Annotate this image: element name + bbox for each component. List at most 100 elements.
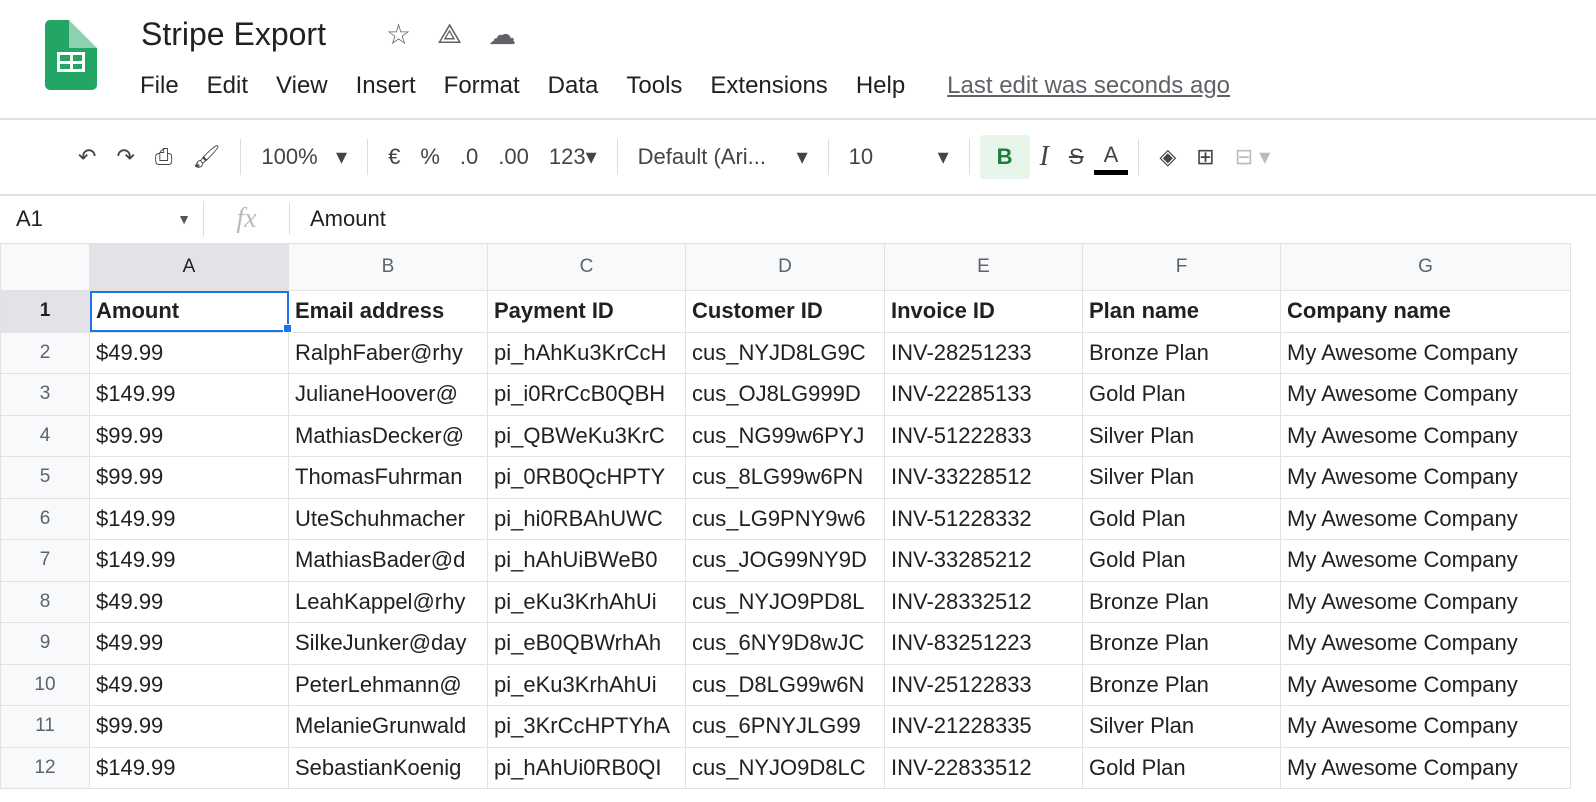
cell-d4[interactable]: cus_NG99w6PYJ: [685, 414, 885, 457]
cell-g11[interactable]: My Awesome Company: [1280, 705, 1571, 748]
sheets-logo[interactable]: [45, 20, 97, 90]
print-icon[interactable]: ⎙: [154, 144, 173, 169]
cell-c12[interactable]: pi_hAhUi0RB0QI: [487, 746, 686, 789]
menu-extensions[interactable]: Extensions: [710, 72, 828, 99]
column-header-b[interactable]: B: [288, 243, 488, 291]
cell-e3[interactable]: INV-22285133: [884, 373, 1083, 416]
cloud-saved-icon[interactable]: ☁: [488, 19, 517, 50]
name-box[interactable]: A1 ▼: [0, 201, 204, 237]
cell-g1[interactable]: Company name: [1280, 290, 1571, 333]
cell-b9[interactable]: SilkeJunker@day: [288, 622, 488, 665]
currency-button[interactable]: €: [388, 144, 401, 169]
fill-color-icon[interactable]: ◈: [1159, 144, 1177, 169]
cell-g8[interactable]: My Awesome Company: [1280, 580, 1571, 623]
cell-a9[interactable]: $49.99: [89, 622, 289, 665]
strikethrough-button[interactable]: S: [1068, 144, 1084, 169]
cell-g9[interactable]: My Awesome Company: [1280, 622, 1571, 665]
cell-e6[interactable]: INV-51228332: [884, 497, 1083, 540]
paint-format-icon[interactable]: 🖌: [192, 144, 221, 169]
move-to-drive-icon[interactable]: ⟁: [437, 18, 463, 49]
cell-d7[interactable]: cus_JOG99NY9D: [685, 539, 885, 582]
cell-g7[interactable]: My Awesome Company: [1280, 539, 1571, 582]
row-header[interactable]: 11: [0, 705, 90, 748]
cell-f4[interactable]: Silver Plan: [1082, 414, 1281, 457]
column-header-a[interactable]: A: [89, 243, 289, 291]
cell-c1[interactable]: Payment ID: [487, 290, 686, 333]
cell-d8[interactable]: cus_NYJO9PD8L: [685, 580, 885, 623]
cell-e7[interactable]: INV-33285212: [884, 539, 1083, 582]
borders-icon[interactable]: ⊞: [1196, 144, 1215, 169]
cell-b4[interactable]: MathiasDecker@: [288, 414, 488, 457]
cell-b11[interactable]: MelanieGrunwald: [288, 705, 488, 748]
cell-e9[interactable]: INV-83251223: [884, 622, 1083, 665]
cell-d6[interactable]: cus_LG9PNY9w6: [685, 497, 885, 540]
italic-button[interactable]: I: [1039, 141, 1049, 172]
cell-f8[interactable]: Bronze Plan: [1082, 580, 1281, 623]
cell-g2[interactable]: My Awesome Company: [1280, 331, 1571, 374]
menu-data[interactable]: Data: [547, 72, 599, 99]
column-header-e[interactable]: E: [884, 243, 1083, 291]
percent-button[interactable]: %: [420, 144, 440, 169]
cell-e2[interactable]: INV-28251233: [884, 331, 1083, 374]
font-select[interactable]: Default (Ari... ▾: [637, 144, 808, 169]
star-icon[interactable]: ☆: [386, 19, 412, 50]
cell-b3[interactable]: JulianeHoover@: [288, 373, 488, 416]
column-header-d[interactable]: D: [685, 243, 885, 291]
menu-view[interactable]: View: [276, 72, 328, 99]
cell-e12[interactable]: INV-22833512: [884, 746, 1083, 789]
row-header[interactable]: 8: [0, 580, 90, 623]
cell-c7[interactable]: pi_hAhUiBWeB0: [487, 539, 686, 582]
cell-b12[interactable]: SebastianKoenig: [288, 746, 488, 789]
cell-g6[interactable]: My Awesome Company: [1280, 497, 1571, 540]
cell-a12[interactable]: $149.99: [89, 746, 289, 789]
cell-c6[interactable]: pi_hi0RBAhUWC: [487, 497, 686, 540]
cell-b5[interactable]: ThomasFuhrman: [288, 456, 488, 499]
cell-b6[interactable]: UteSchuhmacher: [288, 497, 488, 540]
cell-a11[interactable]: $99.99: [89, 705, 289, 748]
cell-f11[interactable]: Silver Plan: [1082, 705, 1281, 748]
row-header[interactable]: 2: [0, 331, 90, 374]
cell-d1[interactable]: Customer ID: [685, 290, 885, 333]
row-header[interactable]: 5: [0, 456, 90, 499]
cell-e4[interactable]: INV-51222833: [884, 414, 1083, 457]
row-header[interactable]: 10: [0, 663, 90, 706]
row-header[interactable]: 12: [0, 746, 90, 789]
cell-a4[interactable]: $99.99: [89, 414, 289, 457]
cell-a6[interactable]: $149.99: [89, 497, 289, 540]
cell-b2[interactable]: RalphFaber@rhy: [288, 331, 488, 374]
formula-input[interactable]: Amount: [310, 206, 386, 231]
cell-a5[interactable]: $99.99: [89, 456, 289, 499]
cell-d2[interactable]: cus_NYJD8LG9C: [685, 331, 885, 374]
font-size-select[interactable]: 10 ▾: [848, 144, 949, 169]
cell-a7[interactable]: $149.99: [89, 539, 289, 582]
column-header-c[interactable]: C: [487, 243, 686, 291]
cell-b7[interactable]: MathiasBader@d: [288, 539, 488, 582]
redo-icon[interactable]: ↷: [116, 144, 135, 169]
cell-f1[interactable]: Plan name: [1082, 290, 1281, 333]
text-color-button[interactable]: A: [1093, 139, 1129, 175]
more-formats-button[interactable]: 123 ▾: [548, 144, 597, 169]
cell-g4[interactable]: My Awesome Company: [1280, 414, 1571, 457]
cell-d9[interactable]: cus_6NY9D8wJC: [685, 622, 885, 665]
column-header-g[interactable]: G: [1280, 243, 1571, 291]
cell-g5[interactable]: My Awesome Company: [1280, 456, 1571, 499]
cell-f9[interactable]: Bronze Plan: [1082, 622, 1281, 665]
cell-c4[interactable]: pi_QBWeKu3KrC: [487, 414, 686, 457]
menu-help[interactable]: Help: [855, 72, 906, 99]
cell-b10[interactable]: PeterLehmann@: [288, 663, 488, 706]
menu-format[interactable]: Format: [443, 72, 520, 99]
cell-e5[interactable]: INV-33228512: [884, 456, 1083, 499]
cell-c2[interactable]: pi_hAhKu3KrCcH: [487, 331, 686, 374]
cell-f2[interactable]: Bronze Plan: [1082, 331, 1281, 374]
menu-tools[interactable]: Tools: [626, 72, 683, 99]
menu-insert[interactable]: Insert: [355, 72, 416, 99]
cell-f6[interactable]: Gold Plan: [1082, 497, 1281, 540]
cell-f10[interactable]: Bronze Plan: [1082, 663, 1281, 706]
cell-a10[interactable]: $49.99: [89, 663, 289, 706]
row-header[interactable]: 3: [0, 373, 90, 416]
cell-e10[interactable]: INV-25122833: [884, 663, 1083, 706]
zoom-select[interactable]: 100% ▾: [261, 144, 348, 169]
row-header[interactable]: 7: [0, 539, 90, 582]
cell-e1[interactable]: Invoice ID: [884, 290, 1083, 333]
